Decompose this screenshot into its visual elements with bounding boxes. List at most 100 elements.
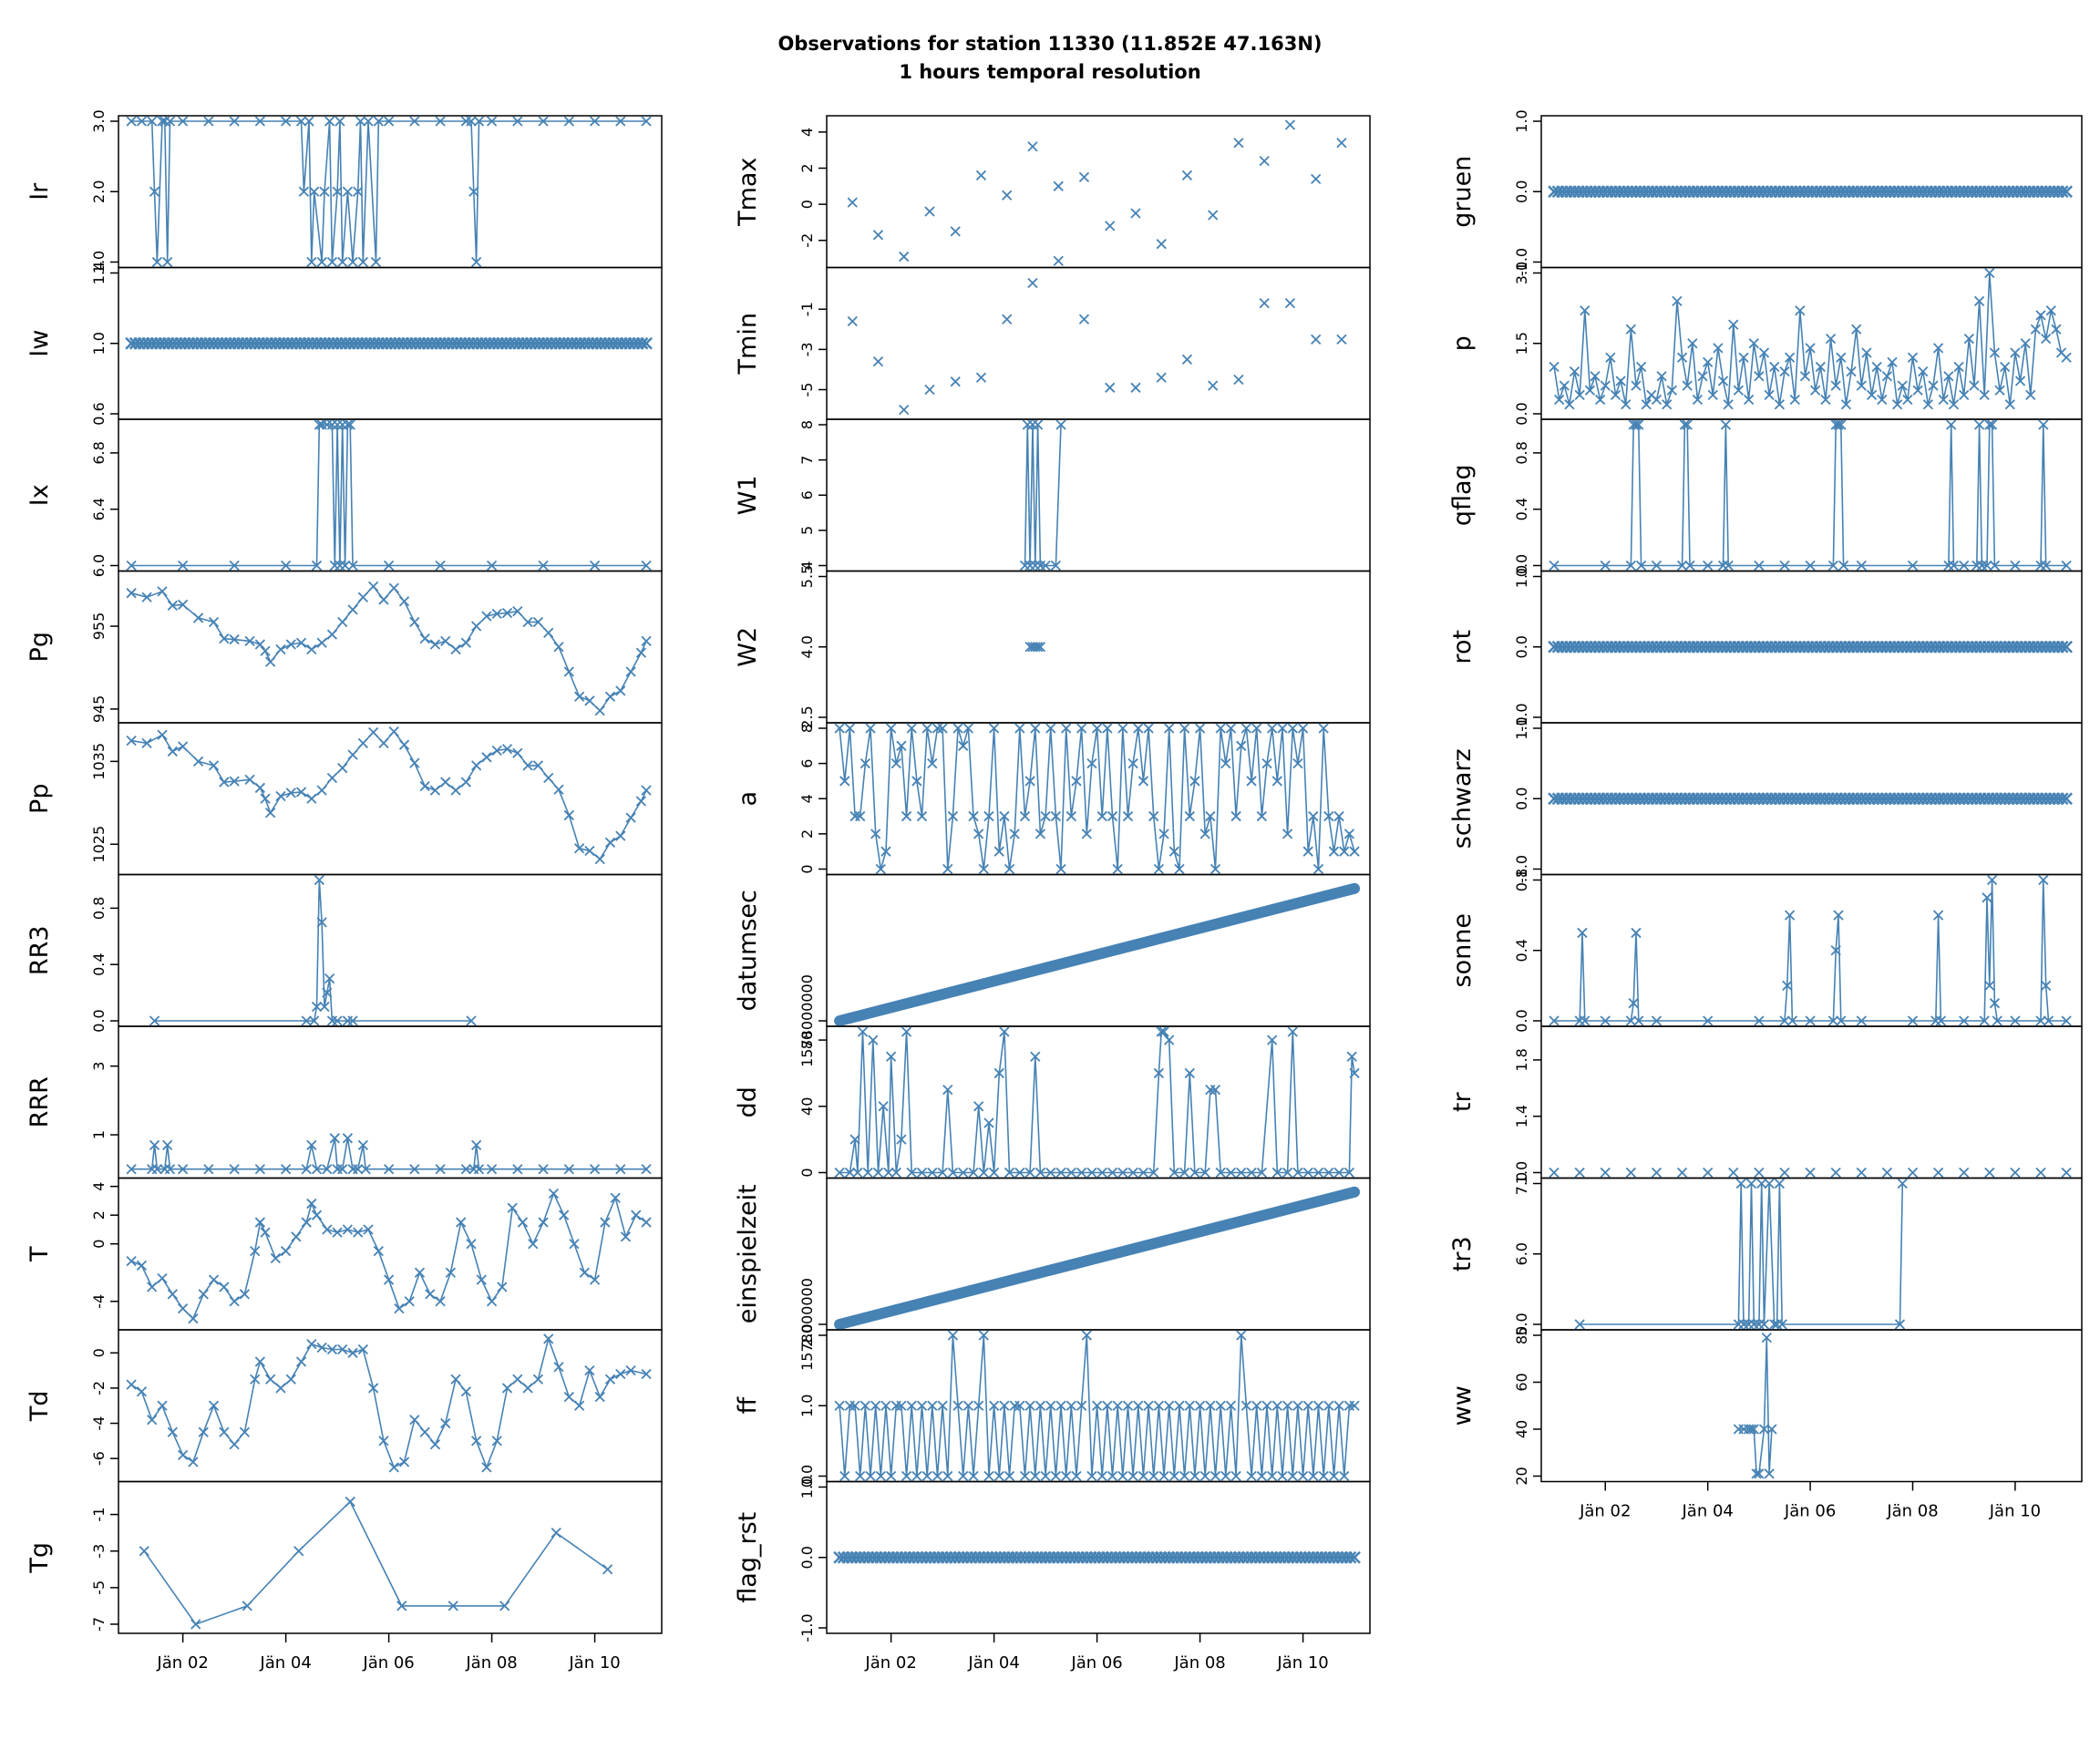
y-tick-label: -5 <box>90 1580 108 1595</box>
data-point-marker <box>1987 874 1998 886</box>
data-point-marker <box>1574 1319 1585 1330</box>
y-tick-label: 6 <box>798 759 816 768</box>
data-point-marker <box>1580 305 1590 316</box>
data-point-marker <box>1959 1015 1970 1026</box>
panel-ix: Ix 6.0 6.4 6.8 <box>26 418 663 577</box>
panel-tg: Tg -7 -5 -3 -1 <box>26 1480 663 1634</box>
data-point-marker <box>1078 314 1090 324</box>
data-point-marker <box>559 1210 570 1220</box>
data-point-marker <box>563 666 574 677</box>
data-point-marker <box>1625 560 1636 571</box>
data-point-marker <box>2035 310 2046 321</box>
data-point-marker <box>192 756 204 767</box>
data-point-marker <box>860 1400 871 1411</box>
data-point-marker <box>1181 170 1193 181</box>
data-point-marker <box>855 810 866 822</box>
x-tick-label: Jän 04 <box>967 1653 1019 1673</box>
data-point-marker <box>280 116 292 127</box>
y-tick-label: 4.0 <box>798 635 816 658</box>
data-point-marker <box>538 116 549 127</box>
data-point-marker <box>1559 380 1570 391</box>
data-point-marker <box>1676 560 1688 571</box>
data-point-marker <box>1138 1167 1149 1179</box>
data-point-marker <box>1040 560 1051 571</box>
y-tick-label: 1.0 <box>90 332 108 355</box>
data-point-marker <box>1181 354 1193 365</box>
data-point-marker <box>1651 1015 1662 1026</box>
series-line <box>1580 1183 1904 1325</box>
data-point-marker <box>1308 810 1319 822</box>
data-point-marker <box>921 1470 932 1482</box>
data-point-marker <box>468 186 479 197</box>
data-point-marker <box>353 1227 364 1238</box>
data-point-marker <box>947 1167 959 1179</box>
data-point-marker <box>1600 380 1611 391</box>
data-point-marker <box>1779 560 1790 571</box>
data-point-marker <box>1748 1424 1759 1435</box>
data-point-marker <box>983 1117 994 1128</box>
data-point-marker <box>383 116 395 127</box>
data-point-marker <box>501 607 513 619</box>
data-point-marker <box>229 560 240 571</box>
data-point-marker <box>1959 1167 1970 1179</box>
panel-label: dd <box>734 1086 762 1117</box>
data-point-marker <box>466 116 477 127</box>
data-point-marker <box>1881 371 1893 382</box>
data-point-marker <box>167 1426 178 1437</box>
y-tick-label: -2 <box>90 1381 108 1395</box>
panel-pp: Pp 1025 1035 <box>26 722 663 876</box>
data-point-marker <box>958 1470 969 1482</box>
data-point-marker <box>1569 366 1580 377</box>
data-point-marker <box>429 639 441 650</box>
data-point-marker <box>1830 1167 1841 1179</box>
data-point-marker <box>1738 352 1749 363</box>
panel-frame <box>118 1025 663 1179</box>
data-point-marker <box>1856 380 1867 391</box>
data-point-marker <box>311 1001 323 1013</box>
data-point-marker <box>1127 1167 1138 1179</box>
data-point-marker <box>1287 1470 1298 1482</box>
data-point-marker <box>1230 1470 1241 1482</box>
data-point-marker <box>2020 338 2031 349</box>
y-tick-label: 0.8 <box>90 897 108 920</box>
y-tick-label: 3.0 <box>90 109 108 132</box>
data-point-marker <box>937 1400 948 1411</box>
panel-frame <box>826 115 1371 269</box>
data-point-marker <box>1024 776 1035 787</box>
data-point-marker <box>1994 385 2005 396</box>
data-point-marker <box>1323 810 1334 822</box>
data-point-marker <box>1820 394 1831 406</box>
data-point-marker <box>497 1282 508 1292</box>
data-point-marker <box>1081 1330 1092 1341</box>
panel-label: datumsec <box>734 890 762 1011</box>
data-point-marker <box>396 1601 407 1611</box>
data-point-marker <box>1308 1470 1319 1482</box>
data-point-marker <box>1932 910 1944 921</box>
panel-frame <box>118 1480 663 1634</box>
data-point-marker <box>1246 1470 1257 1482</box>
data-point-marker <box>440 1417 451 1429</box>
data-point-marker <box>254 782 265 794</box>
data-point-marker <box>1631 380 1642 391</box>
data-point-marker <box>1756 1178 1767 1189</box>
data-point-marker <box>167 746 178 757</box>
data-point-marker <box>409 616 420 628</box>
x-tick-label: Jän 08 <box>1173 1653 1225 1673</box>
data-point-marker <box>1199 1470 1210 1482</box>
data-point-marker <box>2061 1167 2072 1179</box>
y-tick-label: 7.0 <box>1513 1172 1530 1195</box>
panel-td: Td -6 -4 -2 0 <box>26 1329 663 1483</box>
data-point-marker <box>921 723 932 734</box>
data-point-marker <box>414 1267 426 1278</box>
data-point-marker <box>988 1400 1000 1411</box>
data-point-marker <box>1030 1051 1041 1062</box>
data-point-marker <box>1928 380 1939 391</box>
data-point-marker <box>1745 1178 1757 1189</box>
data-point-marker <box>1292 757 1303 769</box>
data-point-marker <box>1833 910 1844 921</box>
y-tick-label: -6 <box>90 1451 108 1466</box>
y-tick-label: 5.5 <box>798 565 816 588</box>
data-point-marker <box>890 1167 901 1179</box>
data-point-marker <box>219 1282 230 1292</box>
data-point-marker <box>2043 1015 2054 1026</box>
